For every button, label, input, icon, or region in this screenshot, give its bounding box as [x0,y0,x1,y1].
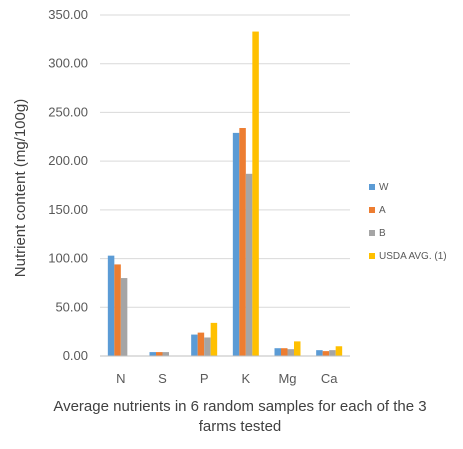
bar [287,349,294,356]
legend: W A B USDA AVG. (1) [369,182,447,262]
bar [245,173,253,356]
bar [274,348,281,356]
legend-label: W [379,182,389,193]
x-axis-title: Average nutrients in 6 random samples fo… [53,398,427,435]
y-tick-label: 150.00 [48,202,88,217]
bar [191,334,198,356]
bar-marks [107,31,343,356]
legend-swatch [369,230,375,236]
bar [294,341,301,356]
y-tick-label: 200.00 [48,153,88,168]
legend-swatch [369,184,375,190]
y-axis-title: Nutrient content (mg/100g) [12,99,29,277]
legend-label: USDA AVG. (1) [379,251,447,262]
x-tick-label: N [116,371,125,386]
bar [232,132,240,356]
y-tick-label: 50.00 [55,299,88,314]
bar [120,278,128,356]
bar [329,350,336,356]
bar [149,352,156,356]
x-tick-label: K [241,371,250,386]
bar [204,337,211,356]
y-tick-label: 250.00 [48,104,88,119]
x-tick-label: Mg [278,371,296,386]
bar [156,352,163,356]
legend-swatch [369,207,375,213]
bar [162,352,169,356]
bar [107,255,115,356]
legend-swatch [369,253,375,259]
bar [322,351,330,356]
y-tick-label: 350.00 [48,7,88,22]
legend-label: B [379,228,386,239]
x-tick-label: Ca [321,371,338,386]
y-tick-label: 300.00 [48,56,88,71]
y-tick-labels: 0.00 50.00 100.00 150.00 200.00 250.00 300.00 3… [48,7,88,363]
legend-label: A [379,205,386,216]
gridlines [100,14,350,308]
bar [335,346,343,356]
bar [210,322,218,356]
x-tick-label: S [158,371,167,386]
bar [239,128,246,356]
y-tick-label: 100.00 [48,251,88,266]
bar [114,264,121,356]
x-tick-labels: N S P K Mg Ca [116,371,338,386]
bar [197,332,205,356]
bar [316,350,323,356]
bar [281,348,288,356]
bar [252,31,259,356]
y-tick-label: 0.00 [63,348,88,363]
x-tick-label: P [200,371,209,386]
